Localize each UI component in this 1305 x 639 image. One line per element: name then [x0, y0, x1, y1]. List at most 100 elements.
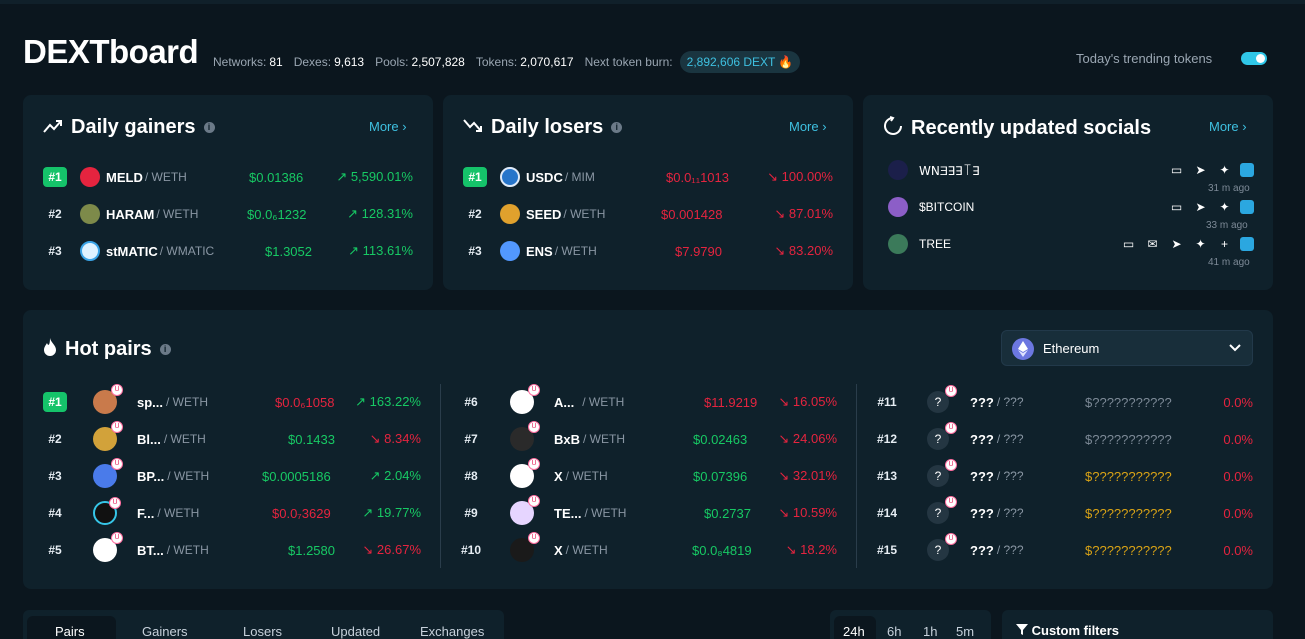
hot-pair-row[interactable]: #4 U F... / WETH $0.0₇3629 ↗ 19.77%: [43, 497, 421, 525]
hot-pair-row[interactable]: #7 U BxB / WETH $0.02463 ↘ 24.06%: [459, 421, 837, 451]
hot-pair-row[interactable]: #8 U X / WETH $0.07396 ↘ 32.01%: [459, 458, 837, 488]
uniswap-icon: U: [111, 421, 123, 433]
token-haram-icon: [80, 204, 100, 224]
email-icon[interactable]: ✉: [1147, 237, 1158, 251]
token-symbol: ???: [970, 505, 994, 521]
token-symbol: ???: [970, 394, 994, 410]
hot-pair-row[interactable]: #5 U BT... / WETH $1.2580 ↘ 26.67%: [43, 532, 421, 562]
hot-pair-row[interactable]: #14 ? U ??? / ??? $??????????? 0.0%: [875, 496, 1253, 524]
chart-icon[interactable]: [1240, 237, 1254, 251]
twitter-icon[interactable]: ✦: [1219, 200, 1230, 214]
timeframe-5m[interactable]: 5m: [956, 624, 975, 639]
hot-pair-row[interactable]: #9 U TE... / WETH $0.2737 ↘ 10.59%: [459, 495, 837, 525]
token-price: $1.2580: [288, 542, 335, 558]
token-symbol: stMATIC: [106, 243, 158, 259]
updated-time: 31 m ago: [1208, 183, 1250, 194]
telegram-icon[interactable]: ➤: [1171, 237, 1182, 251]
uniswap-icon: U: [109, 497, 121, 509]
uniswap-icon: U: [945, 385, 957, 397]
network-stats: Networks: 81 Dexes: 9,613 Pools: 2,507,8…: [213, 51, 801, 73]
network-select[interactable]: Ethereum: [1001, 330, 1253, 366]
token-symbol: SEED: [526, 206, 562, 222]
quote-symbol: / WETH: [163, 432, 206, 446]
twitter-icon[interactable]: ✦: [1219, 163, 1230, 177]
timeframe-24h[interactable]: 24h: [843, 624, 865, 639]
gainer-row[interactable]: #1 MELD / WETH $0.01386 ↗ 5,590.01%: [43, 166, 415, 188]
custom-filters-button[interactable]: [1002, 610, 1273, 639]
price-change: ↘ 10.59%: [778, 505, 837, 520]
info-icon[interactable]: i: [611, 122, 623, 133]
gainer-row[interactable]: #2 HARAM / WETH $0.0₆1232 ↗ 128.31%: [43, 203, 415, 225]
rank-label: #9: [464, 506, 478, 520]
price-change: ↗ 19.77%: [362, 505, 421, 520]
quote-symbol: / WETH: [565, 469, 608, 483]
website-icon[interactable]: ▭: [1170, 200, 1183, 214]
rank-label: #10: [460, 543, 482, 557]
updated-time: 33 m ago: [1206, 220, 1248, 231]
tab-gainers[interactable]: Gainers: [142, 624, 188, 639]
website-icon[interactable]: ▭: [1170, 163, 1183, 177]
tokens-value: 2,070,617: [520, 55, 574, 69]
tab-exchanges[interactable]: Exchanges: [420, 624, 485, 639]
loser-row[interactable]: #2 SEED / WETH $0.001428 ↘ 87.01%: [463, 203, 835, 225]
burn-value: 2,892,606 DEXT: [686, 55, 776, 69]
page-title: DEXTboard: [23, 33, 199, 70]
rank-label: #4: [48, 506, 62, 520]
tab-pairs[interactable]: Pairs: [55, 624, 85, 639]
social-row[interactable]: $BITCOIN ▭ ➤ ✦: [888, 196, 1254, 218]
gainer-row[interactable]: #3 stMATIC / WMATIC $1.3052 ↗ 113.61%: [43, 240, 415, 262]
timeframe-1h[interactable]: 1h: [923, 624, 938, 639]
hot-pair-row[interactable]: #6 U A... / WETH $11.9219 ↘ 16.05%: [459, 384, 837, 414]
hot-pair-row[interactable]: #1 U sp... / WETH $0.0₆1058 ↗ 163.22%: [43, 384, 421, 414]
website-icon[interactable]: ▭: [1122, 237, 1135, 251]
networks-label: Networks:: [213, 55, 267, 69]
hot-pair-row[interactable]: #15 ? U ??? / ??? $??????????? 0.0%: [875, 533, 1253, 561]
hot-pair-row[interactable]: #2 U Bl... / WETH $0.1433 ↘ 8.34%: [43, 421, 421, 451]
timeframe-6h[interactable]: 6h: [887, 624, 902, 639]
hot-pair-row[interactable]: #13 ? U ??? / ??? $??????????? 0.0%: [875, 459, 1253, 487]
trending-toggle-label: Today's trending tokens: [1076, 51, 1213, 66]
loser-row[interactable]: #1 USDC / MIM $0.0₁₁1013 ↘ 100.00%: [463, 166, 835, 188]
social-links: ▭ ✉ ➤ ✦ +: [1111, 237, 1254, 251]
quote-symbol: / ???: [996, 469, 1024, 483]
telegram-icon[interactable]: ➤: [1195, 163, 1206, 177]
token-icon: U: [93, 421, 123, 451]
hot-pair-row[interactable]: #3 U BP... / WETH $0.0005186 ↗ 2.04%: [43, 458, 421, 488]
uniswap-icon: U: [945, 496, 957, 508]
hot-pair-row[interactable]: #10 U X / WETH $0.0₈4819 ↘ 18.2%: [459, 532, 837, 562]
trending-toggle[interactable]: [1241, 52, 1267, 65]
hot-pair-row[interactable]: #12 ? U ??? / ??? $??????????? 0.0%: [875, 422, 1253, 450]
tab-losers[interactable]: Losers: [243, 624, 283, 639]
token-price: $???????????: [1085, 468, 1172, 484]
tab-updated[interactable]: Updated: [331, 624, 381, 639]
uniswap-icon: U: [111, 458, 123, 470]
uniswap-icon: U: [528, 384, 540, 396]
telegram-icon[interactable]: ➤: [1195, 200, 1206, 214]
social-row[interactable]: ꓪꓠƎꓱꓱ꓄ꓱ ▭ ➤ ✦: [888, 159, 1254, 181]
token-name: ꓪꓠƎꓱꓱ꓄ꓱ: [919, 164, 980, 178]
unknown-token-icon: ? U: [927, 496, 957, 524]
rank-label: #2: [468, 207, 482, 221]
plus-icon[interactable]: +: [1220, 237, 1228, 251]
chart-icon[interactable]: [1240, 163, 1254, 177]
price-change: ↗ 2.04%: [369, 468, 421, 483]
burn-badge[interactable]: 2,892,606 DEXT 🔥: [679, 51, 801, 73]
info-icon[interactable]: i: [159, 344, 171, 355]
quote-symbol: / WETH: [582, 395, 625, 409]
token-symbol: TE...: [554, 505, 582, 521]
token-symbol: MELD: [106, 169, 143, 185]
price-change: ↘ 18.2%: [785, 542, 837, 557]
rank-label: #2: [48, 432, 62, 446]
chart-icon[interactable]: [1240, 200, 1254, 214]
losers-more-link[interactable]: More ›: [789, 119, 827, 134]
quote-symbol: / ???: [996, 543, 1024, 557]
top-edge: [0, 0, 1305, 4]
gainers-more-link[interactable]: More ›: [369, 119, 407, 134]
twitter-icon[interactable]: ✦: [1195, 237, 1206, 251]
socials-more-link[interactable]: More ›: [1209, 119, 1247, 134]
rank-label: #11: [877, 395, 897, 409]
loser-row[interactable]: #3 ENS / WETH $7.9790 ↘ 83.20%: [463, 240, 835, 262]
info-icon[interactable]: i: [203, 122, 215, 133]
social-row[interactable]: TREE ▭ ✉ ➤ ✦ +: [888, 233, 1254, 255]
hot-pair-row[interactable]: #11 ? U ??? / ??? $??????????? 0.0%: [875, 385, 1253, 413]
